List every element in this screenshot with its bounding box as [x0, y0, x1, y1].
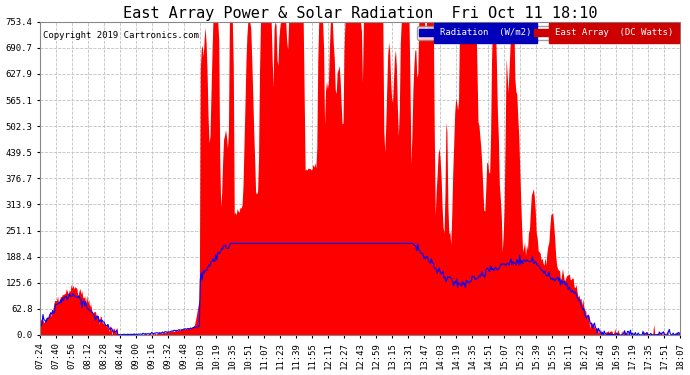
Text: Copyright 2019 Cartronics.com: Copyright 2019 Cartronics.com: [43, 31, 199, 40]
Legend: Radiation  (W/m2), East Array  (DC Watts): Radiation (W/m2), East Array (DC Watts): [417, 26, 676, 40]
Title: East Array Power & Solar Radiation  Fri Oct 11 18:10: East Array Power & Solar Radiation Fri O…: [123, 6, 598, 21]
